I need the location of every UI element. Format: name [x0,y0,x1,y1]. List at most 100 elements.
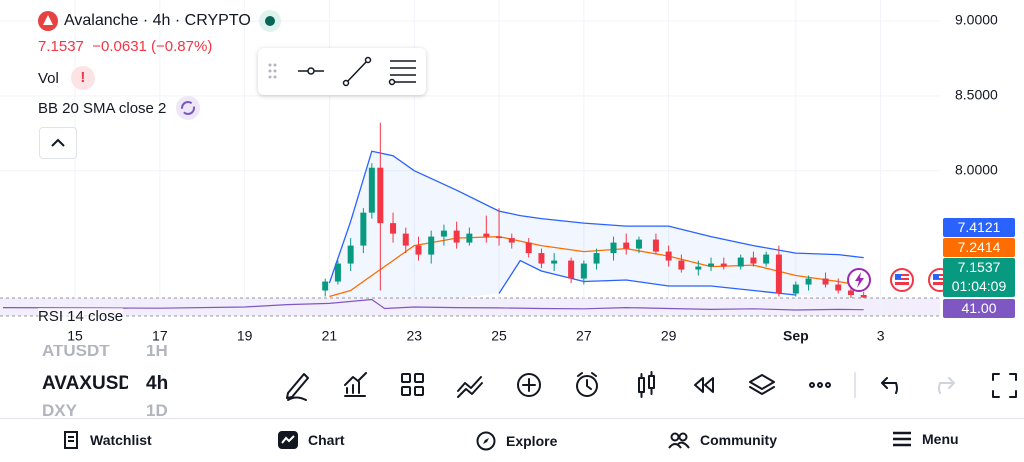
symbol-item[interactable]: ATUSDT [42,345,110,360]
nav-item[interactable]: Menu [892,431,959,447]
nav-item[interactable]: Watchlist [62,431,152,449]
candle-body [334,263,341,282]
more[interactable] [809,382,831,388]
warning-icon[interactable]: ! [70,66,95,90]
draw-tool[interactable] [286,373,309,401]
vol-legend: Vol ! [38,66,95,90]
x-tick-label: 23 [406,328,422,344]
nav-item[interactable]: Chart [278,431,345,449]
bar-type[interactable] [638,371,655,398]
rsi-pane [0,298,940,316]
x-tick-label: 19 [237,328,253,344]
bottom-toolbar: ATUSDT 1H AVAXUSDT 4h DXY 1D [0,345,1024,418]
candle-body [508,238,515,243]
bb-label: BB 20 SMA close 2 [38,99,167,117]
y-tick-label: 8.0000 [955,161,998,177]
candle-body [678,260,685,270]
add[interactable] [517,373,541,397]
nav-label: Explore [506,433,558,449]
nav-label: Menu [922,431,959,447]
candle-body [347,245,354,264]
interval-item[interactable]: 1H [146,345,168,360]
y-tick-label: 9.0000 [955,12,998,28]
candle-body [720,263,727,267]
collapse-button[interactable] [39,127,77,159]
undo[interactable] [881,377,898,394]
replay[interactable] [694,377,714,393]
price-line: 7.1537 −0.0631 (−0.87%) [38,38,212,55]
price-change: −0.0631 (−0.87%) [92,38,213,55]
last-price: 7.1537 [38,38,84,55]
nav-item[interactable]: Explore [476,431,557,451]
x-tick-label: Sep [783,328,809,344]
price-badge: 7.2414 [943,238,1015,257]
templates[interactable] [401,373,424,396]
candle-body [665,251,672,261]
candle-body [415,245,422,255]
indicators[interactable] [344,372,367,397]
bb-lower [498,259,796,296]
symbol-header: Avalanche · 4h · CRYPTO [38,10,283,32]
interval-item[interactable]: 4h [146,373,169,394]
bb-legend: BB 20 SMA close 2 [38,96,201,120]
x-tick-label: 15 [67,328,83,344]
candle-body [708,263,715,267]
candle-body [440,230,447,237]
compare[interactable] [457,376,483,398]
price-badge: 41.00 [943,299,1015,318]
nav-item[interactable]: Community [668,431,777,449]
bb-upper [328,150,864,284]
candle-body [568,260,575,279]
bottom-nav: Watchlist Chart Explore Community Menu [0,418,1024,462]
drawing-toolbar [258,48,426,95]
rsi-legend: RSI 14 close [38,308,124,325]
fullscreen[interactable] [992,373,1017,398]
price-badge: 7.4121 [943,218,1015,237]
alert[interactable] [576,372,598,397]
tool-icons [286,371,1017,401]
interval-item[interactable]: 1D [146,401,168,418]
candle-body [792,284,799,294]
rsi-line [2,298,864,311]
x-tick-label: 25 [491,328,507,344]
candle-body [737,257,744,267]
candle-body [551,260,558,264]
layers[interactable] [749,374,775,395]
chart: 9.0000 8.5000 8.0000 15 17 19 21 23 25 27 29 Sep 3 [0,0,998,344]
candle-body [402,233,409,246]
market-status [258,10,281,32]
x-tick-label: 27 [576,328,592,344]
candle-body [466,233,473,243]
nav-label: Watchlist [90,432,152,448]
candle-body [525,242,532,254]
nav-label: Chart [308,432,345,448]
candle-body [822,278,829,285]
candle-body [695,266,702,270]
candle-body [652,239,659,252]
candle-body [428,236,435,255]
candle-body [483,233,490,237]
candle-body [538,253,545,264]
symbol-item[interactable]: AVAXUSDT [42,373,128,394]
symbol-title: Avalanche · 4h · CRYPTO [64,12,251,29]
reload-icon[interactable] [176,96,201,120]
candle-body [750,257,757,264]
y-tick-label: 8.5000 [955,87,998,103]
symbol-item[interactable]: DXY [42,401,77,418]
redo[interactable] [938,377,955,394]
candle-body [593,253,600,264]
nav-label: Community [700,432,777,448]
avax-logo [38,11,58,31]
candle-body [360,212,367,246]
candle-body [496,236,503,239]
candle-body [635,239,642,249]
candle-body [377,167,384,224]
candle-body [580,263,587,279]
x-tick-label: 17 [152,328,168,344]
vol-label: Vol [38,69,59,87]
price-badge: 7.1537 01:04:09 [943,258,1015,297]
x-tick-label: 21 [322,328,338,344]
candle-body [453,230,460,243]
candle-body [835,284,842,291]
